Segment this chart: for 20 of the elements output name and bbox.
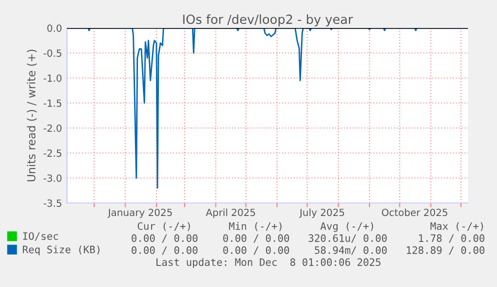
chart-title: IOs for /dev/loop2 - by year <box>183 14 353 26</box>
legend-label: Req Size (KB) <box>22 245 100 256</box>
text: Last update: Mon Dec 8 01:00:06 2025 <box>156 258 380 268</box>
y-tick-label: -2.0 <box>44 124 62 132</box>
x-tick-label: April 2025 <box>206 208 255 218</box>
y-tick-label: -1.5 <box>44 100 62 107</box>
x-tick-label: July 2025 <box>299 208 344 218</box>
text: 0.00 / 0.00 0.00 / 0.00 320.61u/ 0.00 1.78 / 0.00 <box>132 234 484 243</box>
y-tick-label: -3.0 <box>44 174 62 182</box>
y-tick-label: -1.0 <box>44 74 62 82</box>
x-tick-label: January 2025 <box>108 208 172 218</box>
y-tick-label: -0.5 <box>44 49 62 57</box>
y-axis-title: Units read (-) / write (+) <box>26 50 37 182</box>
text: Cur (-/+) Min (-/+) Avg (-/+) Max (-/+) <box>138 222 483 232</box>
x-tick-label: October 2025 <box>382 208 448 216</box>
legend-label: IO/sec <box>23 232 58 241</box>
y-tick-label: -2.5 <box>44 149 62 157</box>
y-tick-label: -3.5 <box>44 199 62 207</box>
text: 0.00 / 0.00 0.00 / 0.00 58.94m/ 0.00 128.89 / 0.00 <box>132 246 484 255</box>
y-tick-label: 0.0 <box>47 24 62 32</box>
